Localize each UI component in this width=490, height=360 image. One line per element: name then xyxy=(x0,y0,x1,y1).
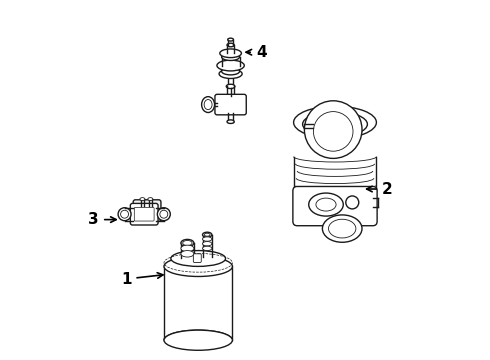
Ellipse shape xyxy=(219,69,242,78)
FancyBboxPatch shape xyxy=(215,94,246,115)
FancyBboxPatch shape xyxy=(130,203,158,225)
Ellipse shape xyxy=(201,97,215,112)
FancyBboxPatch shape xyxy=(194,254,201,262)
Ellipse shape xyxy=(309,193,343,216)
Ellipse shape xyxy=(202,237,212,241)
Text: 1: 1 xyxy=(121,271,163,287)
FancyBboxPatch shape xyxy=(293,186,377,226)
Ellipse shape xyxy=(140,198,145,201)
Text: 2: 2 xyxy=(367,181,392,197)
Ellipse shape xyxy=(157,208,171,221)
Text: 3: 3 xyxy=(89,212,116,227)
Ellipse shape xyxy=(304,101,362,158)
Ellipse shape xyxy=(183,240,192,246)
Ellipse shape xyxy=(346,196,359,209)
Ellipse shape xyxy=(164,330,232,350)
Ellipse shape xyxy=(228,38,233,41)
Ellipse shape xyxy=(202,232,212,237)
Ellipse shape xyxy=(217,60,245,71)
Ellipse shape xyxy=(221,53,240,60)
Ellipse shape xyxy=(121,210,128,218)
Ellipse shape xyxy=(220,49,242,58)
Ellipse shape xyxy=(171,251,225,266)
Ellipse shape xyxy=(181,245,194,252)
Text: 4: 4 xyxy=(246,45,267,60)
Ellipse shape xyxy=(202,242,212,246)
Ellipse shape xyxy=(160,210,168,218)
Ellipse shape xyxy=(164,256,232,276)
Ellipse shape xyxy=(204,100,212,109)
Ellipse shape xyxy=(303,112,368,137)
Ellipse shape xyxy=(316,198,336,211)
Ellipse shape xyxy=(181,251,194,257)
Ellipse shape xyxy=(226,84,235,89)
Ellipse shape xyxy=(227,120,234,123)
Ellipse shape xyxy=(118,208,131,221)
Ellipse shape xyxy=(181,239,194,247)
Ellipse shape xyxy=(227,43,234,47)
Ellipse shape xyxy=(221,68,240,75)
Ellipse shape xyxy=(294,106,376,139)
FancyBboxPatch shape xyxy=(134,207,154,221)
Ellipse shape xyxy=(148,198,153,201)
Ellipse shape xyxy=(322,215,362,242)
Ellipse shape xyxy=(314,112,353,151)
Ellipse shape xyxy=(204,233,210,236)
FancyBboxPatch shape xyxy=(133,200,161,221)
Ellipse shape xyxy=(328,219,356,238)
Ellipse shape xyxy=(202,246,212,251)
